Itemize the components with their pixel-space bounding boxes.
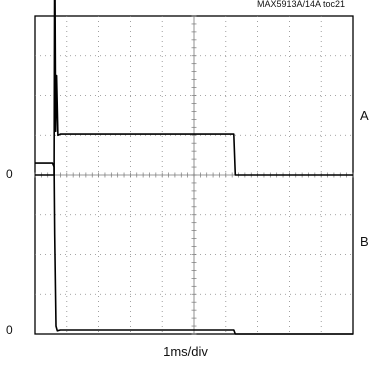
series-label-b: B (360, 234, 369, 249)
series-trace-b (35, 162, 353, 335)
zero-label-b: 0 (6, 323, 13, 337)
x-axis-label: 1ms/div (163, 344, 208, 359)
chart-title: MAX5913A/14A toc21 (257, 0, 346, 9)
series-label-a: A (360, 108, 369, 123)
traces (35, 0, 353, 335)
zero-label-a: 0 (6, 167, 13, 181)
grid (34, 15, 354, 335)
